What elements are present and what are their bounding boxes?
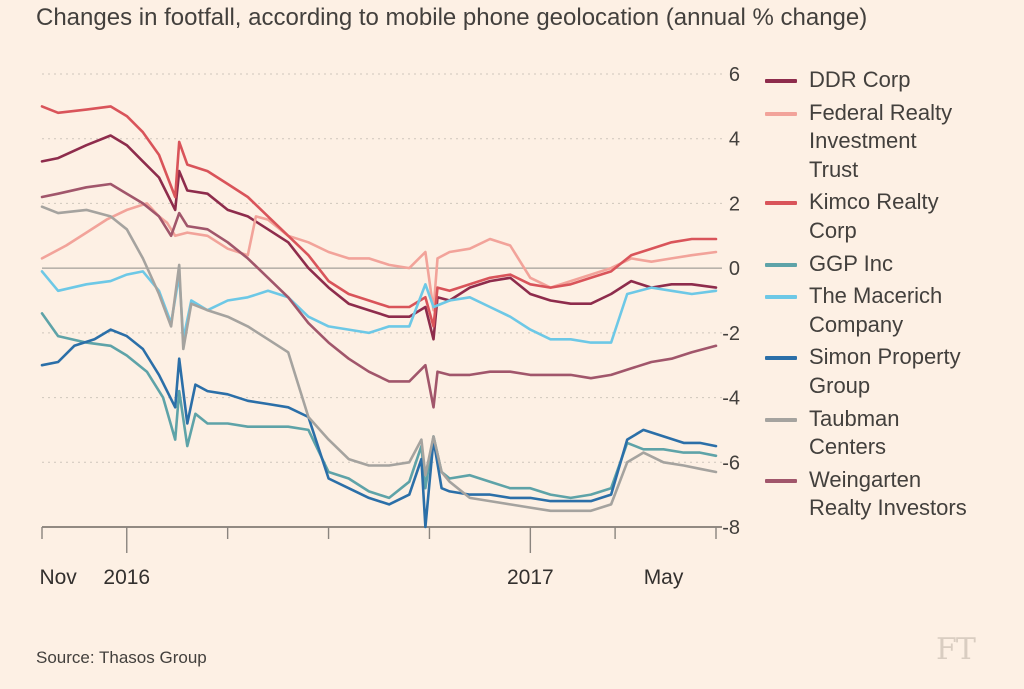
legend-item: Simon Property Group: [765, 343, 1015, 400]
legend-swatch: [765, 201, 797, 206]
chart-subtitle: Changes in footfall, according to mobile…: [36, 4, 868, 31]
legend-label: Simon Property Group: [809, 344, 961, 398]
legend-item: Weingarten Realty Investors: [765, 466, 1015, 523]
series-line-ggp-inc: [40, 312, 718, 500]
y-tick-label: -8: [722, 517, 740, 539]
ft-logo: FT: [936, 632, 976, 667]
y-tick-label: -2: [722, 323, 740, 345]
legend-label: GGP Inc: [809, 250, 893, 276]
legend-item: DDR Corp: [765, 66, 1015, 95]
y-tick-label: 0: [729, 258, 740, 280]
legend-item: The Macerich Company: [765, 282, 1015, 339]
series-line-taubman-centers: [40, 205, 718, 513]
legend-label: Federal Realty Investment Trust: [809, 99, 953, 182]
chart-legend: DDR Corp Federal Realty Investment Trust K…: [765, 66, 1015, 527]
series-line-the-macerich-company: [40, 270, 718, 344]
series-line-simon-property-group: [40, 328, 718, 529]
legend-swatch: [765, 356, 797, 361]
source-note: Source: Thasos Group: [36, 648, 207, 667]
legend-swatch: [765, 262, 797, 267]
legend-item: Taubman Centers: [765, 405, 1015, 462]
series-line-kimco-realty-corp: [40, 105, 718, 328]
x-tick-label: Nov: [39, 566, 77, 589]
legend-swatch: [765, 478, 797, 483]
legend-swatch: [765, 295, 797, 300]
y-tick-label: -4: [722, 388, 740, 410]
x-tick-label: 2016: [103, 566, 150, 589]
legend-swatch: [765, 417, 797, 422]
series-line-ddr-corp: [40, 134, 718, 341]
line-chart: 6 4 2 0 -2 -4 -6 -8 Nov 2016 2017 May: [39, 64, 740, 589]
legend-label: The Macerich Company: [809, 283, 943, 337]
legend-swatch: [765, 111, 797, 116]
y-tick-label: 6: [729, 64, 740, 86]
x-axis: Nov 2016 2017 May: [39, 526, 722, 589]
legend-item: Kimco Realty Corp: [765, 188, 1015, 245]
y-axis-ticks: 6 4 2 0 -2 -4 -6 -8: [722, 64, 740, 539]
x-tick-label: 2017: [507, 566, 554, 589]
y-tick-label: -6: [722, 452, 740, 474]
y-tick-label: 2: [729, 193, 740, 215]
x-tick-label: May: [644, 566, 684, 589]
legend-swatch: [765, 79, 797, 83]
legend-item: GGP Inc: [765, 250, 1015, 279]
series-line-weingarten-realty-investors: [40, 182, 718, 409]
legend-label: Weingarten Realty Investors: [809, 466, 967, 521]
legend-label: Kimco Realty Corp: [809, 189, 939, 243]
y-tick-label: 4: [729, 129, 740, 151]
series-lines: [40, 105, 718, 529]
legend-label: DDR Corp: [809, 67, 911, 92]
legend-label: Taubman Centers: [809, 405, 900, 460]
legend-item: Federal Realty Investment Trust: [765, 99, 1015, 185]
